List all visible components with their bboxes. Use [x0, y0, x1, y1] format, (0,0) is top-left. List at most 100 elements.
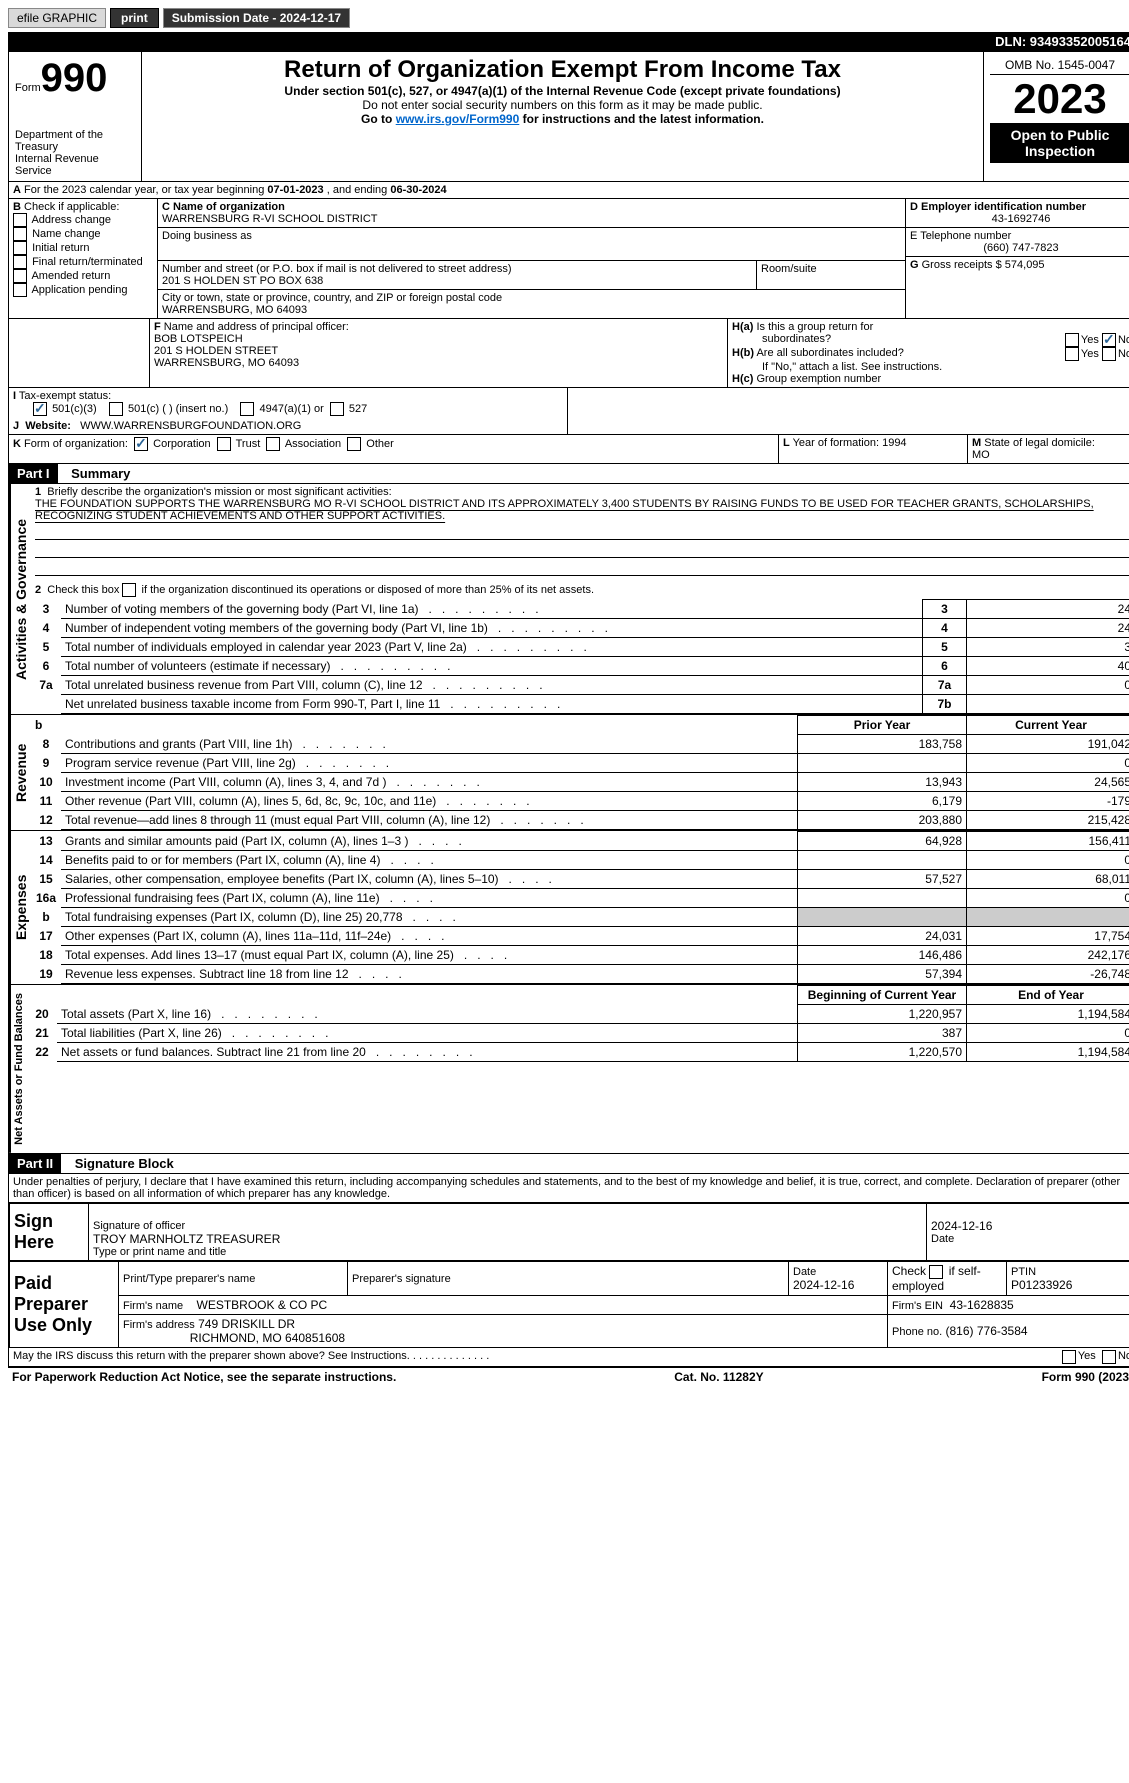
- chk-name-change[interactable]: [13, 227, 27, 241]
- part1-title: Summary: [71, 466, 130, 481]
- street-value: 201 S HOLDEN ST PO BOX 638: [162, 275, 752, 287]
- chk-501c3[interactable]: [33, 402, 47, 416]
- city-value: WARRENSBURG, MO 64093: [162, 304, 901, 316]
- chk-other[interactable]: [347, 437, 361, 451]
- table-row: 11 Other revenue (Part VIII, column (A),…: [31, 792, 1129, 811]
- table-row: 8 Contributions and grants (Part VIII, l…: [31, 735, 1129, 754]
- chk-hb-no[interactable]: [1102, 347, 1116, 361]
- ha-label: H(a): [732, 321, 753, 333]
- open-public-1: Open to Public: [994, 127, 1126, 143]
- firm-ein: 43-1628835: [950, 1298, 1014, 1312]
- type-label: Type or print name and title: [93, 1246, 922, 1258]
- officer-name: BOB LOTSPEICH: [154, 333, 243, 345]
- firm-ein-label: Firm's EIN: [892, 1300, 943, 1312]
- state-domicile: MO: [972, 449, 990, 461]
- chk-discuss-yes[interactable]: [1062, 1350, 1076, 1364]
- opt-initial: Initial return: [32, 242, 89, 254]
- dln-value: DLN: 93493352005164: [995, 34, 1129, 49]
- chk-discontinued[interactable]: [122, 583, 136, 597]
- c-name-label: C Name of organization: [162, 201, 901, 213]
- chk-self-emp[interactable]: [929, 1265, 943, 1279]
- prep-name-label: Print/Type preparer's name: [123, 1273, 255, 1285]
- chk-address-change[interactable]: [13, 213, 27, 227]
- table-row: 6 Total number of volunteers (estimate i…: [31, 657, 1129, 676]
- l-text: Year of formation:: [793, 437, 879, 449]
- side-netassets: Net Assets or Fund Balances: [9, 985, 27, 1153]
- line-a: A For the 2023 calendar year, or tax yea…: [9, 182, 1129, 199]
- firm-addr-label: Firm's address: [123, 1319, 195, 1331]
- line-a-text: For the 2023 calendar year, or tax year …: [24, 184, 267, 196]
- table-row: 21 Total liabilities (Part X, line 26) .…: [27, 1024, 1129, 1043]
- table-row: 18 Total expenses. Add lines 13–17 (must…: [31, 946, 1129, 965]
- year-formation: 1994: [882, 437, 906, 449]
- chk-501c[interactable]: [109, 402, 123, 416]
- table-row: 4 Number of independent voting members o…: [31, 619, 1129, 638]
- room-label: Room/suite: [761, 263, 901, 275]
- efile-button[interactable]: efile GRAPHIC: [8, 8, 106, 28]
- table-row: 5 Total number of individuals employed i…: [31, 638, 1129, 657]
- chk-assoc[interactable]: [266, 437, 280, 451]
- j-text: Website:: [25, 420, 71, 432]
- irs-label: Internal Revenue Service: [15, 153, 135, 177]
- chk-initial-return[interactable]: [13, 241, 27, 255]
- opt-527: 527: [349, 403, 367, 415]
- chk-discuss-no[interactable]: [1102, 1350, 1116, 1364]
- discuss-no: No: [1118, 1350, 1129, 1364]
- revenue-section: Revenue b Prior Year Current Year8 Contr…: [9, 715, 1129, 831]
- tax-year: 2023: [990, 75, 1129, 123]
- chk-trust[interactable]: [217, 437, 231, 451]
- chk-ha-no[interactable]: [1102, 333, 1116, 347]
- line-a-label: A: [13, 184, 21, 196]
- date-label: Date: [931, 1233, 1129, 1245]
- discuss-row: May the IRS discuss this return with the…: [9, 1348, 1129, 1367]
- sign-table: Sign Here Signature of officer TROY MARN…: [9, 1203, 1129, 1261]
- chk-corp[interactable]: [134, 437, 148, 451]
- expenses-section: Expenses 13 Grants and similar amounts p…: [9, 831, 1129, 985]
- chk-amended[interactable]: [13, 269, 27, 283]
- hb-note: If "No," attach a list. See instructions…: [762, 361, 1129, 373]
- side-revenue: Revenue: [9, 715, 31, 830]
- chk-hb-yes[interactable]: [1065, 347, 1079, 361]
- form-title: Return of Organization Exempt From Incom…: [152, 56, 973, 84]
- box-b-label: B: [13, 201, 21, 213]
- form990-link[interactable]: www.irs.gov/Form990: [396, 112, 520, 126]
- hc-label: H(c): [732, 373, 753, 385]
- ptin-value: P01233926: [1011, 1278, 1072, 1292]
- ty-end: 06-30-2024: [390, 184, 446, 196]
- m-text: State of legal domicile:: [984, 437, 1095, 449]
- chk-app-pending[interactable]: [13, 283, 27, 297]
- ein-label: D Employer identification number: [910, 201, 1129, 213]
- toolbar: efile GRAPHIC print Submission Date - 20…: [8, 8, 1129, 28]
- dba-label: Doing business as: [162, 230, 901, 242]
- table-row: 3 Number of voting members of the govern…: [31, 600, 1129, 619]
- part1-body: Activities & Governance 1 Briefly descri…: [9, 484, 1129, 715]
- form-label: Form: [15, 82, 41, 94]
- chk-4947[interactable]: [240, 402, 254, 416]
- officer-addr2: WARRENSBURG, MO 64093: [154, 357, 299, 369]
- paid-preparer-label: Paid Preparer Use Only: [10, 1261, 119, 1347]
- subtitle2: Do not enter social security numbers on …: [152, 98, 973, 112]
- expenses-table: 13 Grants and similar amounts paid (Part…: [31, 831, 1129, 984]
- l-label: L: [783, 437, 790, 449]
- chk-final-return[interactable]: [13, 255, 27, 269]
- table-row: 17 Other expenses (Part IX, column (A), …: [31, 927, 1129, 946]
- firm-name: WESTBROOK & CO PC: [197, 1298, 328, 1312]
- side-expenses: Expenses: [9, 831, 31, 984]
- opt-other: Other: [366, 438, 394, 450]
- f-label: F: [154, 321, 161, 333]
- discuss-yes: Yes: [1078, 1350, 1096, 1364]
- table-row: 9 Program service revenue (Part VIII, li…: [31, 754, 1129, 773]
- chk-ha-yes[interactable]: [1065, 333, 1079, 347]
- print-button[interactable]: print: [110, 8, 159, 28]
- line1-text: Briefly describe the organization's miss…: [47, 486, 391, 498]
- hb-yes: Yes: [1081, 348, 1099, 360]
- netassets-table: Beginning of Current Year End of Year20 …: [27, 985, 1129, 1062]
- chk-527[interactable]: [330, 402, 344, 416]
- gross-receipts-value: 574,095: [1005, 259, 1045, 271]
- j-label: J: [13, 420, 19, 432]
- table-row: 15 Salaries, other compensation, employe…: [31, 870, 1129, 889]
- line2-num: 2: [35, 584, 41, 596]
- table-row: 16a Professional fundraising fees (Part …: [31, 889, 1129, 908]
- mission-text: THE FOUNDATION SUPPORTS THE WARRENSBURG …: [35, 498, 1094, 522]
- city-label: City or town, state or province, country…: [162, 292, 901, 304]
